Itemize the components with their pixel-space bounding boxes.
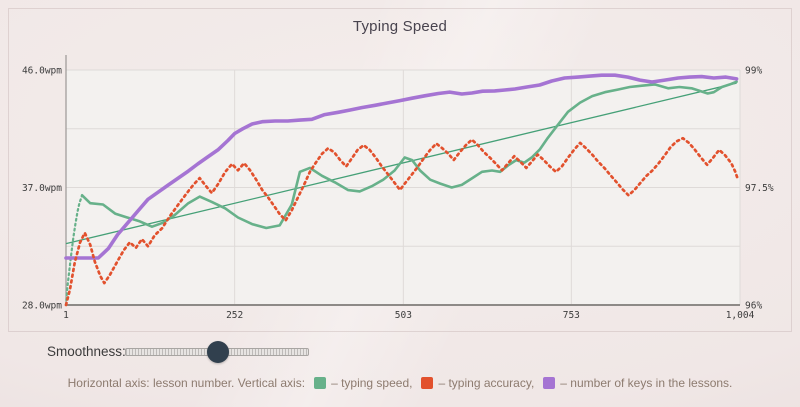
right-axis-tick-label: 99% bbox=[745, 66, 762, 77]
keys-legend-label: – number of keys in the lessons. bbox=[560, 376, 733, 390]
smoothness-slider-thumb[interactable] bbox=[207, 341, 229, 363]
accuracy-legend-label: – typing accuracy, bbox=[438, 376, 535, 390]
keys-legend-swatch bbox=[543, 377, 556, 389]
x-axis-tick-label: 503 bbox=[395, 310, 412, 321]
typing-speed-chart: 46.0wpm 37.0wpm 28.0wpm 99% 97.5% 96% 1 252 503 7… bbox=[22, 55, 774, 321]
typing-speed-line bbox=[80, 80, 738, 230]
typing-accuracy-line bbox=[64, 136, 740, 307]
right-axis-tick-label: 96% bbox=[745, 301, 762, 312]
accuracy-legend-swatch bbox=[421, 377, 434, 389]
left-axis-tick-label: 28.0wpm bbox=[22, 301, 62, 312]
speed-legend-swatch bbox=[314, 377, 327, 389]
x-axis-tick-label: 252 bbox=[226, 310, 243, 321]
chart-title: Typing Speed bbox=[352, 18, 448, 35]
axis-caption: Horizontal axis: lesson number. Vertical… bbox=[0, 376, 800, 390]
smoothness-label: Smoothness: bbox=[47, 344, 126, 359]
typing-speed-intro-dotted bbox=[64, 194, 84, 307]
right-axis-tick-label: 97.5% bbox=[745, 183, 774, 194]
left-axis-tick-label: 46.0wpm bbox=[22, 66, 62, 77]
left-axis-tick-label: 37.0wpm bbox=[22, 183, 62, 194]
x-axis-tick-label: 1,004 bbox=[726, 310, 755, 321]
speed-legend-label: – typing speed, bbox=[331, 376, 413, 390]
x-axis-tick-label: 753 bbox=[563, 310, 580, 321]
caption-prefix: Horizontal axis: lesson number. Vertical… bbox=[67, 376, 306, 390]
keys-count-line bbox=[64, 73, 739, 260]
x-axis-tick-label: 1 bbox=[63, 310, 69, 321]
smoothness-slider-track[interactable] bbox=[125, 341, 309, 363]
